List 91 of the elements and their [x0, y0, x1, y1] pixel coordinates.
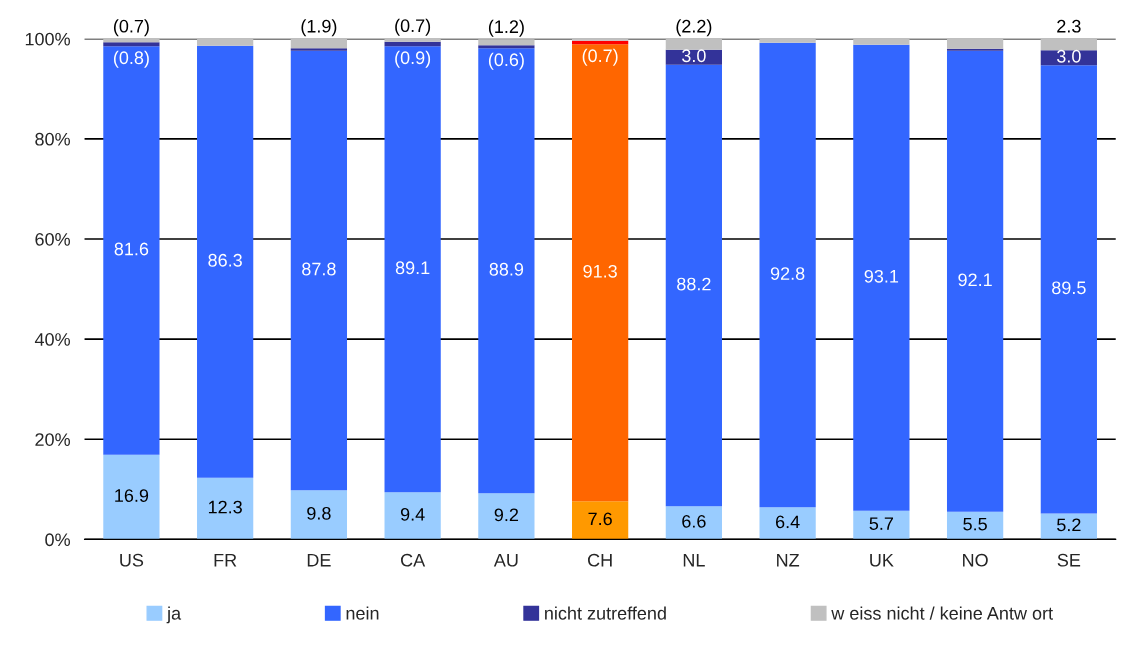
bar — [572, 38, 629, 41]
data-label: 12.3 — [208, 500, 242, 514]
bar — [384, 46, 441, 493]
x-tick-label: CH — [588, 553, 612, 567]
data-label: 3.0 — [1057, 49, 1081, 63]
bar — [103, 46, 160, 455]
data-label: 5.5 — [963, 517, 987, 531]
data-label: (1.9) — [301, 19, 337, 37]
data-label: (0.6) — [488, 52, 524, 70]
data-label: 92.8 — [770, 267, 805, 280]
x-tick-label: US — [120, 553, 144, 567]
data-label: 93.1 — [864, 269, 899, 283]
data-label: 3.0 — [682, 49, 706, 63]
data-label: (0.9) — [395, 50, 431, 68]
data-label: 86.3 — [208, 253, 242, 267]
bar — [197, 477, 254, 540]
bar — [665, 38, 722, 50]
data-label: 5.2 — [1057, 518, 1081, 532]
data-label: (0.7) — [582, 48, 618, 66]
data-label: 91.3 — [583, 264, 617, 278]
bar — [290, 48, 348, 51]
data-label: 89.1 — [395, 261, 430, 275]
data-label: 6.6 — [682, 514, 706, 528]
data-label: 92.1 — [958, 273, 992, 287]
y-tick-label: 0% — [45, 533, 70, 547]
bar — [384, 38, 441, 42]
bar — [759, 507, 816, 540]
data-label: 88.9 — [489, 262, 524, 276]
x-tick-label: NL — [683, 553, 705, 567]
data-label: 89.5 — [1052, 281, 1086, 295]
data-label: 16.9 — [115, 489, 149, 502]
bar — [946, 50, 1004, 512]
data-label: 7.6 — [588, 512, 612, 526]
data-label: (0.8) — [113, 50, 149, 68]
legend-label: nicht zutreffend — [545, 606, 666, 620]
data-label: 5.7 — [869, 517, 894, 530]
y-tick-label: 60% — [35, 232, 70, 246]
bar — [853, 38, 910, 45]
bar — [103, 42, 160, 47]
bar — [853, 510, 910, 540]
bar — [197, 45, 254, 478]
bar — [478, 39, 535, 46]
legend-label: nein — [346, 606, 379, 620]
y-tick-label: 80% — [35, 132, 70, 146]
data-label: 81.6 — [114, 242, 149, 256]
bar — [478, 48, 535, 494]
bar — [759, 42, 816, 508]
x-tick-label: NZ — [777, 553, 800, 567]
bar — [665, 64, 722, 507]
x-tick-label: AU — [493, 553, 518, 567]
data-label: 6.4 — [775, 515, 800, 529]
x-tick-label: UK — [870, 553, 894, 567]
legend-label: w eiss nicht / keine Antw ort — [831, 606, 1053, 620]
bar — [290, 38, 348, 49]
x-tick-label: CA — [401, 553, 426, 567]
bar — [1040, 513, 1097, 540]
bar — [478, 493, 535, 540]
y-tick-label: 100% — [25, 32, 70, 46]
data-label: (0.7) — [395, 18, 431, 36]
data-label: 2.3 — [1057, 19, 1081, 33]
bar — [290, 50, 348, 491]
data-label: (1.2) — [488, 19, 524, 37]
bar — [103, 454, 160, 540]
bar — [197, 38, 254, 46]
data-label: 87.8 — [302, 262, 336, 276]
x-tick-label: DE — [307, 553, 331, 567]
data-label: 88.2 — [677, 277, 711, 291]
bar — [853, 44, 910, 511]
bar — [572, 44, 629, 502]
y-tick-label: 20% — [35, 433, 70, 446]
bar — [290, 490, 348, 540]
bar — [572, 501, 629, 540]
bar — [1040, 65, 1097, 514]
data-label: 9.4 — [400, 507, 425, 521]
x-tick-label: FR — [214, 553, 237, 567]
data-label: (0.7) — [113, 19, 149, 37]
bar — [946, 511, 1004, 540]
legend-label: ja — [166, 606, 182, 624]
bar — [946, 48, 1004, 51]
bar — [665, 506, 722, 540]
data-label: (2.2) — [676, 19, 712, 37]
bar — [384, 492, 441, 540]
y-tick-label: 40% — [34, 333, 70, 346]
x-tick-label: SE — [1057, 553, 1081, 567]
bar — [478, 45, 535, 49]
bar — [946, 38, 1004, 49]
data-label: 9.2 — [494, 508, 519, 522]
bar — [759, 38, 816, 43]
data-label: 9.8 — [307, 506, 331, 520]
bar — [1040, 38, 1097, 51]
x-tick-label: NO — [963, 553, 988, 567]
